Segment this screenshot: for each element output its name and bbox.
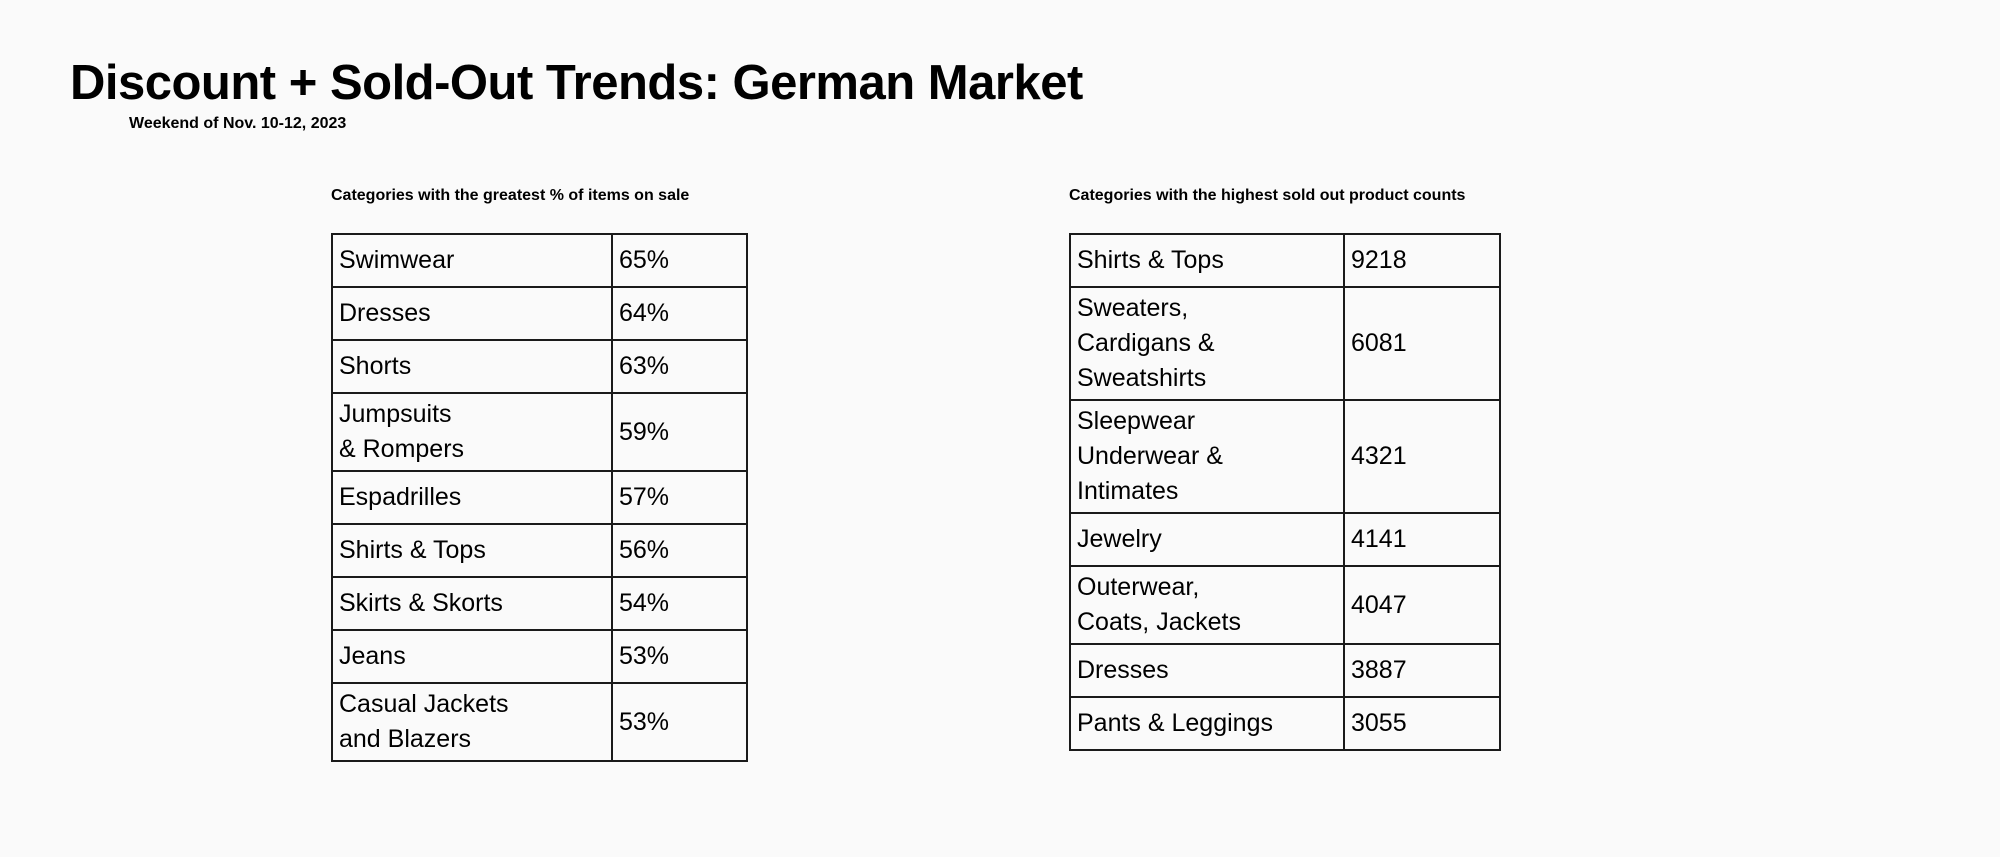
value-cell: 4321 bbox=[1343, 399, 1501, 514]
category-cell: Swimwear bbox=[331, 233, 613, 288]
category-cell: Shirts & Tops bbox=[1069, 233, 1345, 288]
category-cell: Jewelry bbox=[1069, 512, 1345, 567]
category-cell: Dresses bbox=[1069, 643, 1345, 698]
category-cell: Jeans bbox=[331, 629, 613, 684]
value-cell: 59% bbox=[611, 392, 748, 472]
value-cell: 4047 bbox=[1343, 565, 1501, 645]
value-cell: 3887 bbox=[1343, 643, 1501, 698]
page-subtitle: Weekend of Nov. 10-12, 2023 bbox=[129, 115, 347, 132]
table-row: Sleepwear Underwear & Intimates 4321 bbox=[1069, 399, 1501, 514]
value-cell: 65% bbox=[611, 233, 748, 288]
sold-out-table-heading: Categories with the highest sold out pro… bbox=[1069, 187, 1466, 204]
table-row: Jewelry 4141 bbox=[1069, 512, 1501, 567]
category-cell: Sleepwear Underwear & Intimates bbox=[1069, 399, 1345, 514]
value-cell: 9218 bbox=[1343, 233, 1501, 288]
table-row: Dresses 3887 bbox=[1069, 643, 1501, 698]
value-cell: 4141 bbox=[1343, 512, 1501, 567]
category-cell: Outerwear, Coats, Jackets bbox=[1069, 565, 1345, 645]
table-row: Shirts & Tops 9218 bbox=[1069, 233, 1501, 288]
category-cell: Espadrilles bbox=[331, 470, 613, 525]
table-row: Shirts & Tops 56% bbox=[331, 523, 748, 578]
category-cell: Shorts bbox=[331, 339, 613, 394]
value-cell: 53% bbox=[611, 629, 748, 684]
category-cell: Shirts & Tops bbox=[331, 523, 613, 578]
value-cell: 56% bbox=[611, 523, 748, 578]
page-title: Discount + Sold-Out Trends: German Marke… bbox=[70, 56, 1083, 110]
value-cell: 3055 bbox=[1343, 696, 1501, 751]
table-row: Espadrilles 57% bbox=[331, 470, 748, 525]
category-cell: Pants & Leggings bbox=[1069, 696, 1345, 751]
value-cell: 6081 bbox=[1343, 286, 1501, 401]
value-cell: 64% bbox=[611, 286, 748, 341]
category-cell: Dresses bbox=[331, 286, 613, 341]
value-cell: 53% bbox=[611, 682, 748, 762]
category-cell: Jumpsuits & Rompers bbox=[331, 392, 613, 472]
table-row: Jumpsuits & Rompers 59% bbox=[331, 392, 748, 472]
table-row: Shorts 63% bbox=[331, 339, 748, 394]
table-row: Skirts & Skorts 54% bbox=[331, 576, 748, 631]
category-cell: Casual Jackets and Blazers bbox=[331, 682, 613, 762]
category-cell: Sweaters, Cardigans & Sweatshirts bbox=[1069, 286, 1345, 401]
table-row: Outerwear, Coats, Jackets 4047 bbox=[1069, 565, 1501, 645]
table-row: Dresses 64% bbox=[331, 286, 748, 341]
table-row: Pants & Leggings 3055 bbox=[1069, 696, 1501, 751]
value-cell: 54% bbox=[611, 576, 748, 631]
table-row: Jeans 53% bbox=[331, 629, 748, 684]
value-cell: 57% bbox=[611, 470, 748, 525]
sold-out-table: Shirts & Tops 9218 Sweaters, Cardigans &… bbox=[1069, 233, 1501, 751]
table-row: Casual Jackets and Blazers 53% bbox=[331, 682, 748, 762]
value-cell: 63% bbox=[611, 339, 748, 394]
on-sale-table: Swimwear 65% Dresses 64% Shorts 63% Jump… bbox=[331, 233, 748, 762]
table-row: Sweaters, Cardigans & Sweatshirts 6081 bbox=[1069, 286, 1501, 401]
table-row: Swimwear 65% bbox=[331, 233, 748, 288]
on-sale-table-heading: Categories with the greatest % of items … bbox=[331, 187, 690, 204]
category-cell: Skirts & Skorts bbox=[331, 576, 613, 631]
